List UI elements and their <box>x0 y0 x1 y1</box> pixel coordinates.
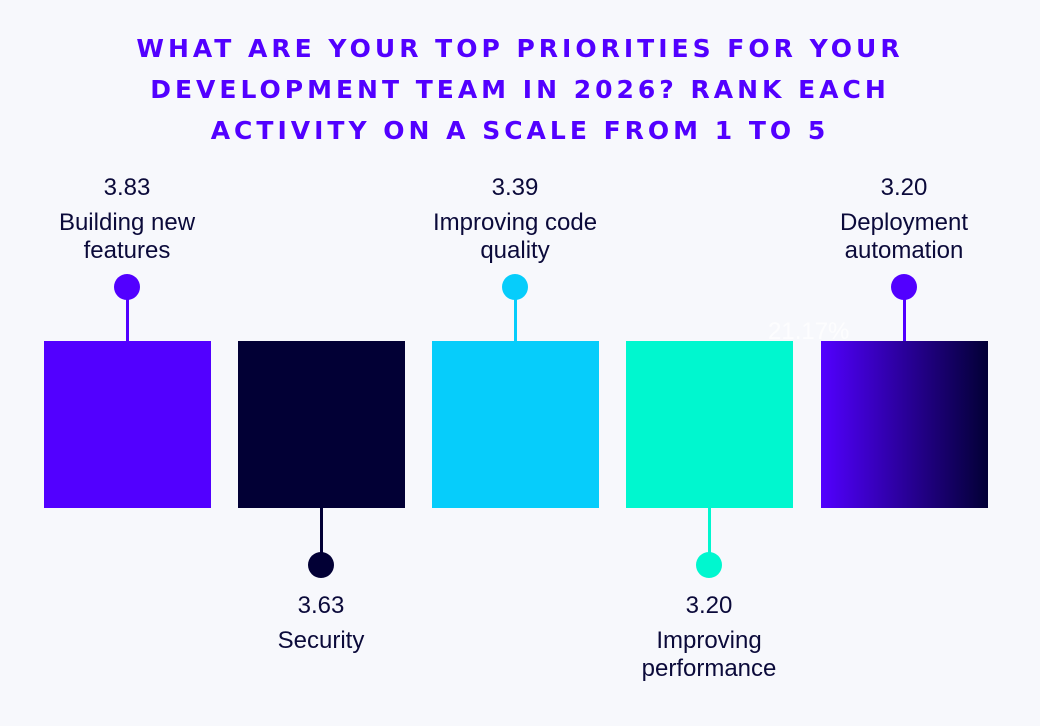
pin-stem <box>903 290 906 341</box>
pin-dot <box>502 274 528 300</box>
title-line: ACTIVITY ON A SCALE FROM 1 TO 5 <box>210 116 830 145</box>
pin-stem <box>320 508 323 560</box>
category-label: quality <box>480 237 550 264</box>
bar <box>626 341 793 508</box>
pin-stem <box>126 290 129 341</box>
bar <box>821 341 988 508</box>
category-label: Building new <box>58 209 196 236</box>
category-label: automation <box>844 237 964 264</box>
pin-stem <box>514 290 517 341</box>
data-label: 3.20 <box>880 174 928 201</box>
category-label: Improving code <box>432 209 598 236</box>
data-label: 3.39 <box>491 174 539 201</box>
category-label: features <box>83 237 171 264</box>
bar <box>238 341 405 508</box>
pin-dot <box>891 274 917 300</box>
data-label: 3.63 <box>297 592 345 619</box>
pin-dot <box>114 274 140 300</box>
title-line: DEVELOPMENT TEAM IN 2026? RANK EACH <box>150 75 890 104</box>
pin-dot <box>308 552 334 578</box>
category-label: Improving <box>656 627 762 654</box>
pin-dot <box>696 552 722 578</box>
bar <box>432 341 599 508</box>
faint-annotation: 21.17% <box>768 318 850 345</box>
category-label: Security <box>277 627 365 654</box>
chart-title: WHAT ARE YOUR TOP PRIORITIES FOR YOUR DE… <box>0 28 1040 151</box>
category-label: Deployment <box>839 209 969 236</box>
data-label: 3.83 <box>103 174 151 201</box>
pin-stem <box>708 508 711 560</box>
title-line: WHAT ARE YOUR TOP PRIORITIES FOR YOUR <box>136 34 904 63</box>
data-label: 3.20 <box>685 592 733 619</box>
category-label: performance <box>641 655 777 682</box>
bar <box>44 341 211 508</box>
